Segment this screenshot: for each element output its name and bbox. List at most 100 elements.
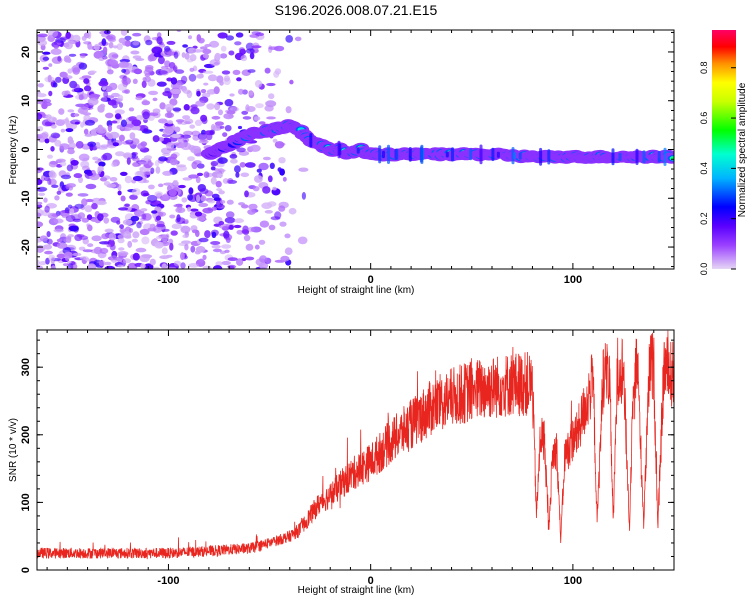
spectrogram-noise-cell — [218, 221, 225, 225]
spectrogram-noise-cell — [67, 204, 73, 209]
spectrogram-noise-cell — [83, 128, 89, 135]
spectrogram-noise-cell — [102, 46, 108, 54]
spectrogram-noise-cell — [43, 197, 48, 203]
spectrogram-noise-cell — [190, 106, 200, 115]
spectrogram-noise-cell — [158, 118, 168, 124]
spectrogram-noise-cell — [197, 163, 205, 169]
spectrogram-noise-cell — [248, 90, 254, 96]
spectrogram-noise-cell — [182, 44, 189, 48]
colorbar: 0.0 0.2 0.4 0.6 0.8 Normalized spectral ampl… — [699, 30, 748, 275]
snr-x-label: Height of straight line (km) — [298, 585, 415, 596]
spectrogram-noise-cell — [74, 203, 84, 209]
spectrogram-noise-cell — [207, 74, 218, 82]
spectrogram-noise-cell — [147, 194, 158, 203]
spectrogram-noise-cell — [196, 215, 206, 222]
spectrogram-noise-cell — [141, 174, 147, 181]
spectrogram-noise-cell — [87, 243, 94, 248]
spectrogram-noise-cell — [212, 265, 223, 269]
spectrogram-noise-cell — [108, 59, 119, 66]
spectrogram-noise-cell — [198, 134, 209, 142]
spectrogram-noise-cell — [241, 229, 249, 234]
spectrogram-noise-cell — [95, 141, 101, 149]
spectrogram-x-tick-label: 0 — [368, 274, 374, 286]
spectrogram-noise-cell — [117, 238, 125, 244]
spectrogram-noise-cell — [155, 166, 161, 174]
spectrogram-noise-cell — [174, 126, 181, 133]
spectrogram-noise-cell — [47, 154, 53, 159]
spectrogram-noise-cell — [274, 211, 282, 220]
spectrogram-noise-cell — [87, 224, 93, 232]
spectrogram-noise-cell — [197, 37, 205, 44]
spectrogram-noise-cell — [88, 70, 97, 74]
spectrogram-noise-cell — [120, 171, 128, 176]
snr-x-tick-label: 100 — [564, 575, 582, 587]
spectrogram-noise-cell — [160, 65, 169, 70]
spectrogram-noise-cell — [144, 76, 151, 83]
spectrogram-noise-cell — [254, 244, 260, 250]
spectrogram-noise-cell — [99, 103, 106, 109]
spectrogram-noise-cell — [117, 94, 124, 102]
spectrogram-noise-cell — [212, 248, 222, 253]
spectrogram-noise-cell — [187, 206, 192, 212]
spectrogram-noise-cell — [184, 219, 189, 225]
spectrogram-noise-cell — [158, 156, 168, 162]
spectrogram-noise-cell — [249, 52, 255, 60]
spectrogram-noise-cell — [152, 108, 161, 114]
spectrogram-noise-cell — [117, 251, 129, 257]
spectrogram-noise-cell — [106, 69, 114, 75]
spectrogram-noise-cell — [117, 83, 127, 91]
spectrogram-y-tick-label: 20 — [20, 46, 32, 58]
spectrogram-noise-cell — [92, 156, 99, 161]
spectrogram-noise-cell — [235, 172, 240, 178]
spectrogram-noise-cell — [198, 237, 209, 243]
spectrogram-noise-cell — [78, 176, 83, 184]
spectrogram-spike — [408, 147, 412, 162]
spectrogram-noise-cell — [207, 199, 216, 204]
spectrogram-noise-cell — [132, 32, 142, 37]
spectrogram-noise-cell — [188, 35, 192, 40]
spectrogram-noise-cell — [232, 69, 241, 76]
spectrogram-noise-cell — [47, 178, 52, 186]
spectrogram-noise-cell — [72, 67, 80, 75]
spectrogram-noise-cell — [118, 61, 130, 68]
spectrogram-noise-cell — [87, 98, 99, 106]
spectrogram-noise-cell — [268, 224, 276, 231]
spectrogram-noise-cell — [114, 109, 125, 115]
spectrogram-noise-cell — [279, 168, 285, 176]
spectrogram-noise-cell — [298, 167, 309, 172]
spectrogram-noise-cell — [284, 247, 293, 255]
spectrogram-noise-cell — [37, 167, 44, 171]
spectrogram-noise-cell — [183, 104, 190, 111]
spectrogram-noise-cell — [165, 142, 175, 149]
spectrogram-noise-cell — [117, 264, 124, 268]
spectrogram-noise-cell — [65, 192, 73, 197]
spectrogram-noise-cell — [223, 230, 230, 239]
spectrogram-noise-cell — [285, 106, 292, 114]
spectrogram-noise-cell — [121, 68, 127, 73]
spectrogram-noise-cell — [124, 203, 130, 207]
spectrogram-spike — [378, 145, 382, 164]
spectrogram-noise-cell — [98, 161, 106, 167]
spectrogram-noise-cell — [163, 133, 168, 138]
spectrogram-noise-cell — [99, 241, 110, 245]
spectrogram-noise-cell — [162, 193, 169, 200]
spectrogram-noise-cell — [227, 178, 234, 184]
spectrogram-spike — [491, 147, 495, 162]
spectrogram-noise-cell — [62, 213, 70, 217]
spectrogram-noise-cell — [180, 75, 188, 84]
spectrogram-noise-cell — [218, 109, 223, 116]
spectrogram-noise-cell — [141, 80, 147, 89]
spectrogram-noise-cell — [247, 209, 256, 215]
spectrogram-noise-cell — [236, 77, 242, 82]
spectrogram-noise-cell — [193, 160, 202, 165]
spectrogram-noise-cell — [135, 58, 145, 61]
spectrogram-noise-cell — [102, 86, 107, 91]
spectrogram-noise-cell — [224, 217, 236, 224]
spectrogram-noise-cell — [140, 208, 148, 212]
spectrogram-noise-cell — [235, 32, 244, 38]
spectrogram-noise-cell — [189, 208, 199, 212]
spectrogram-noise-cell — [199, 188, 209, 195]
spectrogram-noise-cell — [135, 96, 143, 101]
spectrogram-noise-cell — [73, 173, 83, 179]
spectrogram-noise-cell — [164, 87, 171, 94]
